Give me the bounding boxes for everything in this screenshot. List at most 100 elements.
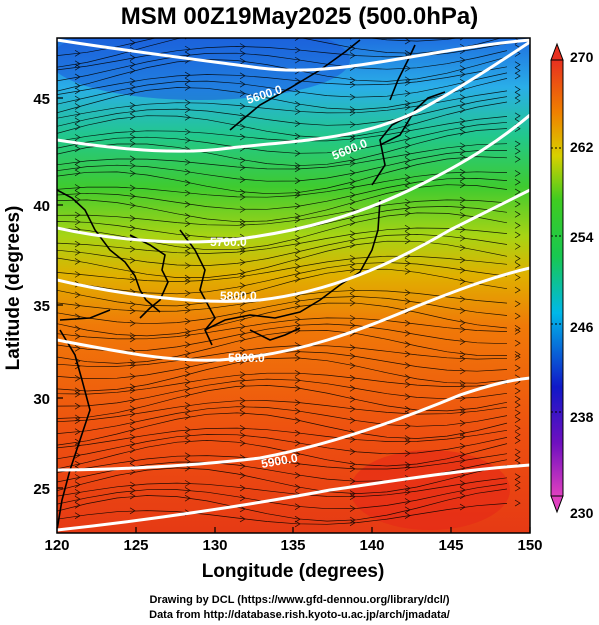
wind-arrow: [349, 405, 356, 413]
wind-arrow: [74, 451, 81, 459]
wind-arrow: [459, 117, 466, 125]
streamline: [57, 56, 508, 92]
x-tick-label: 125: [123, 537, 148, 554]
wind-arrow: [514, 387, 521, 395]
y-tick-label: 45: [33, 91, 50, 108]
wind-arrow: [239, 58, 246, 65]
wind-arrow: [294, 503, 301, 510]
wind-arrow: [514, 222, 521, 229]
wind-arrow: [349, 160, 356, 167]
wind-arrow: [349, 493, 356, 501]
streamline: [57, 488, 508, 522]
wind-arrow: [514, 91, 521, 99]
wind-arrow: [129, 170, 136, 177]
wind-arrow: [349, 436, 356, 443]
wind-arrow: [404, 393, 411, 401]
wind-arrow: [129, 433, 136, 441]
wind-arrow: [239, 206, 246, 213]
wind-arrow: [239, 259, 246, 266]
streamline: [57, 453, 508, 473]
drawing-credit: Drawing by DCL (https://www.gfd-dennou.o…: [149, 594, 450, 606]
wind-arrow: [404, 464, 411, 471]
wind-arrow: [404, 438, 411, 445]
wind-arrow: [514, 479, 521, 486]
wind-arrow: [459, 480, 466, 487]
wind-arrow: [239, 336, 246, 343]
wind-arrow: [129, 301, 136, 308]
contour-label: 5700.0: [210, 235, 247, 249]
wind-arrow: [514, 437, 521, 444]
wind-arrow: [514, 147, 521, 155]
wind-arrow: [129, 184, 136, 192]
wind-arrow: [239, 248, 246, 255]
wind-arrow: [404, 298, 411, 305]
wind-arrow: [184, 370, 191, 378]
wind-arrow: [184, 71, 191, 79]
wind-arrow: [239, 432, 246, 439]
wind-arrow: [184, 51, 191, 59]
wind-arrow: [404, 422, 411, 430]
streamline: [57, 156, 508, 195]
wind-arrow: [459, 65, 466, 72]
wind-arrow: [349, 183, 356, 191]
wind-arrow: [459, 383, 466, 390]
wind-arrow: [294, 255, 301, 262]
wind-arrow: [404, 512, 411, 519]
wind-arrow: [294, 297, 301, 305]
wind-arrow: [459, 256, 466, 264]
wind-arrow: [129, 320, 136, 327]
wind-arrow: [184, 452, 191, 459]
wind-arrow: [404, 224, 411, 232]
wind-arrow: [459, 503, 466, 511]
wind-arrow: [294, 275, 301, 283]
wind-arrow: [184, 114, 191, 121]
wind-arrow: [514, 255, 521, 262]
wind-arrow: [294, 248, 301, 255]
wind-arrow: [239, 218, 246, 226]
wind-arrow: [239, 308, 246, 315]
wind-arrow: [239, 382, 246, 390]
wind-arrow: [184, 331, 191, 339]
wind-arrow: [514, 473, 521, 480]
wind-arrow: [459, 106, 466, 114]
wind-arrow: [294, 88, 301, 96]
wind-arrow: [74, 325, 81, 333]
wind-arrow: [239, 397, 246, 404]
wind-arrow: [459, 244, 466, 252]
wind-arrow: [459, 492, 466, 500]
wind-arrow: [349, 109, 356, 117]
wind-arrow: [129, 127, 136, 135]
colorbar-bottom-arrow: [550, 495, 564, 514]
wind-arrow: [349, 395, 356, 403]
wind-arrow: [404, 319, 411, 327]
wind-arrow: [514, 243, 521, 250]
wind-arrow: [74, 489, 81, 496]
wind-arrow: [514, 351, 521, 358]
streamline: [57, 150, 508, 182]
wind-arrow: [239, 425, 246, 432]
wind-arrow: [184, 401, 191, 409]
wind-arrow: [184, 274, 191, 282]
wind-arrow: [74, 87, 81, 95]
wind-arrow: [184, 158, 191, 166]
wind-arrow: [404, 350, 411, 358]
wind-arrow: [74, 460, 81, 468]
wind-arrow: [184, 212, 191, 220]
wind-arrow: [349, 490, 356, 497]
wind-arrow: [239, 462, 246, 470]
wind-arrow: [514, 286, 521, 294]
wind-arrow: [515, 30, 520, 36]
wind-arrow: [459, 278, 466, 285]
wind-arrow: [294, 240, 301, 247]
wind-arrow: [459, 128, 466, 136]
wind-arrow: [239, 346, 246, 354]
wind-arrow: [74, 512, 81, 520]
wind-arrow: [129, 83, 136, 91]
wind-arrow: [74, 362, 81, 370]
wind-arrow: [239, 291, 246, 298]
wind-arrow: [459, 457, 466, 464]
wind-arrow: [404, 341, 411, 348]
wind-arrow: [74, 345, 81, 352]
wind-arrow: [129, 192, 136, 200]
